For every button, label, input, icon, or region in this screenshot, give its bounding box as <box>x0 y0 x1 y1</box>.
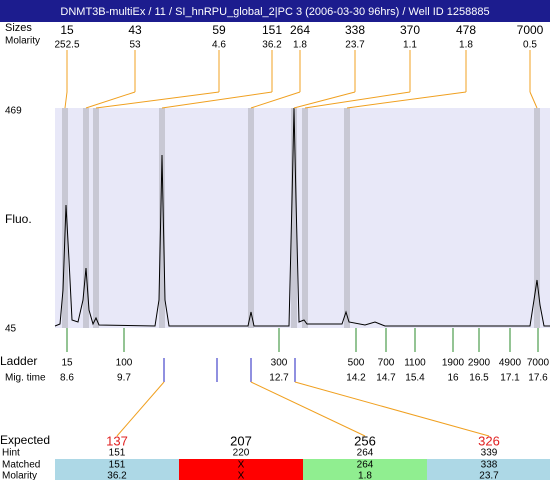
ladder-size: 1100 <box>404 358 426 369</box>
peak-connector <box>293 91 356 109</box>
peak-connector <box>85 91 136 109</box>
y-axis-label: Fluo. <box>5 212 32 226</box>
peak-connector <box>346 91 467 109</box>
peak-size: 370 <box>400 23 420 37</box>
peak-band <box>159 108 165 328</box>
expected-size: 137 <box>106 433 128 448</box>
ladder-time: 17.6 <box>528 373 548 384</box>
match-connector <box>250 381 366 437</box>
matched-size: 264 <box>357 460 374 471</box>
row-label: Expected <box>0 433 50 447</box>
peak-molarity: 4.6 <box>212 40 226 51</box>
peak-molarity: 1.1 <box>403 40 417 51</box>
expected-size: 326 <box>478 433 500 448</box>
row-label: Molarity <box>2 471 37 480</box>
molarity-label: Molarity <box>5 36 40 47</box>
row-label: Matched <box>2 460 40 471</box>
peak-band <box>534 108 540 328</box>
peak-size: 7000 <box>517 23 544 37</box>
peak-molarity: 0.5 <box>523 40 537 51</box>
peak-molarity: 23.7 <box>345 40 365 51</box>
y-min-label: 45 <box>5 324 17 335</box>
title-bar <box>0 0 550 22</box>
peak-band <box>93 108 99 328</box>
peak-size: 151 <box>262 23 282 37</box>
ladder-time: 15.4 <box>405 373 425 384</box>
y-max-label: 469 <box>5 106 22 117</box>
peak-size: 43 <box>128 23 142 37</box>
match-cell <box>427 459 550 480</box>
sizes-label: Sizes <box>5 22 32 34</box>
ladder-time: 16.5 <box>469 373 489 384</box>
expected-size: 207 <box>230 433 252 448</box>
ladder-time: 14.2 <box>346 373 366 384</box>
peak-band <box>302 108 308 328</box>
peak-size: 478 <box>456 23 476 37</box>
ladder-time: 17.1 <box>500 373 520 384</box>
peak-molarity: 1.8 <box>459 40 473 51</box>
ladder-size: 7000 <box>527 358 550 369</box>
ladder-size: 100 <box>116 358 133 369</box>
expected-size: 256 <box>354 433 376 448</box>
ladder-size: 4900 <box>499 358 522 369</box>
ladder-time: 8.6 <box>60 373 74 384</box>
ladder-time: 12.7 <box>269 373 289 384</box>
matched-molarity: 23.7 <box>479 471 499 480</box>
matched-size: 338 <box>481 460 498 471</box>
ladder-size: 2900 <box>468 358 491 369</box>
mig-time-label: Mig. time <box>5 373 46 384</box>
peak-band <box>83 108 89 328</box>
title: DNMT3B-multiEx / 11 / SI_hnRPU_global_2|… <box>60 6 489 18</box>
match-connector <box>294 381 490 437</box>
peak-molarity: 1.8 <box>293 40 307 51</box>
peak-size: 338 <box>345 23 365 37</box>
peak-connector <box>529 91 538 109</box>
peak-size: 264 <box>290 23 310 37</box>
match-cell <box>303 459 427 480</box>
matched-molarity: 36.2 <box>107 471 127 480</box>
peak-connector <box>161 91 273 109</box>
matched-molarity: X <box>238 471 245 480</box>
fluorescence-trace <box>54 107 550 327</box>
hint-size: 339 <box>481 448 498 459</box>
peak-connector <box>64 91 68 109</box>
peak-connector <box>95 91 220 109</box>
peak-band <box>248 108 254 328</box>
ladder-size: 1900 <box>442 358 465 369</box>
matched-molarity: 1.8 <box>358 471 372 480</box>
peak-size: 59 <box>212 23 226 37</box>
ladder-size: 500 <box>348 358 365 369</box>
peak-connector <box>250 91 301 109</box>
peak-molarity: 252.5 <box>54 40 79 51</box>
peak-connector <box>304 91 411 109</box>
matched-size: X <box>238 460 245 471</box>
ladder-size: 15 <box>61 358 73 369</box>
ladder-label: Ladder <box>0 354 37 368</box>
peak-molarity: 36.2 <box>262 40 282 51</box>
ladder-time: 9.7 <box>117 373 131 384</box>
ladder-size: 700 <box>378 358 395 369</box>
match-connector <box>116 381 165 437</box>
row-label: Hint <box>2 448 20 459</box>
peak-band <box>344 108 350 328</box>
matched-size: 151 <box>109 460 126 471</box>
hint-size: 220 <box>233 448 250 459</box>
peak-band <box>291 108 297 328</box>
hint-size: 151 <box>109 448 126 459</box>
ladder-time: 14.7 <box>376 373 396 384</box>
peak-band <box>62 108 68 328</box>
peak-size: 15 <box>60 23 74 37</box>
match-cell <box>55 459 179 480</box>
ladder-size: 300 <box>271 358 288 369</box>
hint-size: 264 <box>357 448 374 459</box>
match-cell <box>179 459 303 480</box>
ladder-time: 16 <box>447 373 459 384</box>
peak-molarity: 53 <box>129 40 141 51</box>
